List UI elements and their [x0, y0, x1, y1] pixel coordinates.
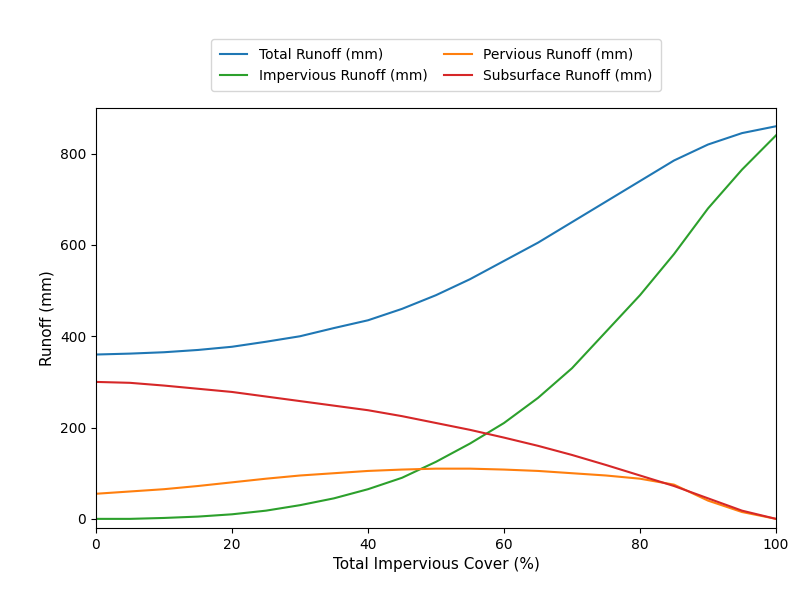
Impervious Runoff (mm)	[159, 514, 169, 521]
Total Runoff (mm)	[398, 305, 407, 313]
Pervious Runoff (mm)	[635, 475, 645, 482]
Impervious Runoff (mm)	[125, 515, 134, 523]
Impervious Runoff (mm)	[567, 365, 577, 372]
Pervious Runoff (mm)	[194, 482, 203, 490]
Subsurface Runoff (mm)	[466, 426, 475, 433]
Pervious Runoff (mm)	[669, 481, 678, 488]
Subsurface Runoff (mm)	[738, 507, 747, 514]
Pervious Runoff (mm)	[159, 485, 169, 493]
Pervious Runoff (mm)	[771, 515, 781, 523]
Impervious Runoff (mm)	[91, 515, 101, 523]
Impervious Runoff (mm)	[771, 132, 781, 139]
Pervious Runoff (mm)	[398, 466, 407, 473]
Total Runoff (mm)	[295, 332, 305, 340]
Impervious Runoff (mm)	[194, 513, 203, 520]
Impervious Runoff (mm)	[499, 419, 509, 427]
Pervious Runoff (mm)	[227, 479, 237, 486]
Subsurface Runoff (mm)	[363, 407, 373, 414]
Subsurface Runoff (mm)	[669, 482, 678, 490]
Subsurface Runoff (mm)	[398, 413, 407, 420]
Pervious Runoff (mm)	[567, 470, 577, 477]
Impervious Runoff (mm)	[261, 507, 270, 514]
Impervious Runoff (mm)	[363, 485, 373, 493]
Subsurface Runoff (mm)	[771, 515, 781, 523]
Impervious Runoff (mm)	[431, 458, 441, 466]
Total Runoff (mm)	[431, 292, 441, 299]
Impervious Runoff (mm)	[398, 474, 407, 481]
Pervious Runoff (mm)	[330, 470, 339, 477]
Impervious Runoff (mm)	[466, 440, 475, 447]
Subsurface Runoff (mm)	[602, 461, 611, 469]
Subsurface Runoff (mm)	[431, 419, 441, 427]
Subsurface Runoff (mm)	[635, 472, 645, 479]
Line: Impervious Runoff (mm): Impervious Runoff (mm)	[96, 136, 776, 519]
Pervious Runoff (mm)	[363, 467, 373, 475]
Total Runoff (mm)	[330, 325, 339, 332]
Line: Pervious Runoff (mm): Pervious Runoff (mm)	[96, 469, 776, 519]
Impervious Runoff (mm)	[635, 292, 645, 299]
Total Runoff (mm)	[261, 338, 270, 346]
Total Runoff (mm)	[533, 239, 542, 246]
Total Runoff (mm)	[771, 122, 781, 130]
Pervious Runoff (mm)	[431, 465, 441, 472]
Total Runoff (mm)	[567, 218, 577, 226]
Total Runoff (mm)	[363, 317, 373, 324]
Total Runoff (mm)	[91, 351, 101, 358]
Total Runoff (mm)	[125, 350, 134, 357]
Pervious Runoff (mm)	[125, 488, 134, 495]
Line: Total Runoff (mm): Total Runoff (mm)	[96, 126, 776, 355]
Impervious Runoff (mm)	[330, 495, 339, 502]
Subsurface Runoff (mm)	[227, 388, 237, 395]
Subsurface Runoff (mm)	[261, 393, 270, 400]
Subsurface Runoff (mm)	[295, 397, 305, 404]
Pervious Runoff (mm)	[91, 490, 101, 497]
Impervious Runoff (mm)	[669, 250, 678, 257]
Pervious Runoff (mm)	[261, 475, 270, 482]
Subsurface Runoff (mm)	[159, 382, 169, 389]
Total Runoff (mm)	[499, 257, 509, 265]
Subsurface Runoff (mm)	[91, 379, 101, 386]
Total Runoff (mm)	[227, 343, 237, 350]
Subsurface Runoff (mm)	[125, 379, 134, 386]
Subsurface Runoff (mm)	[703, 495, 713, 502]
Pervious Runoff (mm)	[602, 472, 611, 479]
Total Runoff (mm)	[159, 349, 169, 356]
Total Runoff (mm)	[602, 198, 611, 205]
Total Runoff (mm)	[466, 275, 475, 283]
Subsurface Runoff (mm)	[499, 434, 509, 441]
Subsurface Runoff (mm)	[194, 385, 203, 392]
Subsurface Runoff (mm)	[567, 451, 577, 458]
Total Runoff (mm)	[669, 157, 678, 164]
Total Runoff (mm)	[194, 346, 203, 353]
Y-axis label: Runoff (mm): Runoff (mm)	[39, 270, 54, 366]
Subsurface Runoff (mm)	[533, 442, 542, 449]
Total Runoff (mm)	[635, 178, 645, 185]
Impervious Runoff (mm)	[533, 394, 542, 401]
Line: Subsurface Runoff (mm): Subsurface Runoff (mm)	[96, 382, 776, 519]
Total Runoff (mm)	[703, 141, 713, 148]
Subsurface Runoff (mm)	[330, 402, 339, 409]
Impervious Runoff (mm)	[227, 511, 237, 518]
Impervious Runoff (mm)	[602, 328, 611, 335]
Legend: Total Runoff (mm), Impervious Runoff (mm), Pervious Runoff (mm), Subsurface Runo: Total Runoff (mm), Impervious Runoff (mm…	[211, 40, 661, 91]
Total Runoff (mm)	[738, 130, 747, 137]
Pervious Runoff (mm)	[738, 508, 747, 515]
Impervious Runoff (mm)	[295, 502, 305, 509]
X-axis label: Total Impervious Cover (%): Total Impervious Cover (%)	[333, 557, 539, 572]
Pervious Runoff (mm)	[533, 467, 542, 475]
Impervious Runoff (mm)	[703, 205, 713, 212]
Pervious Runoff (mm)	[499, 466, 509, 473]
Pervious Runoff (mm)	[466, 465, 475, 472]
Impervious Runoff (mm)	[738, 166, 747, 173]
Pervious Runoff (mm)	[295, 472, 305, 479]
Pervious Runoff (mm)	[703, 497, 713, 504]
